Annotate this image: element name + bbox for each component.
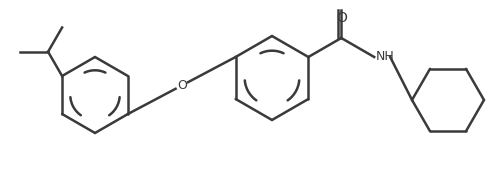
Text: O: O [336,11,347,25]
Text: O: O [177,79,187,92]
Text: NH: NH [376,50,395,63]
